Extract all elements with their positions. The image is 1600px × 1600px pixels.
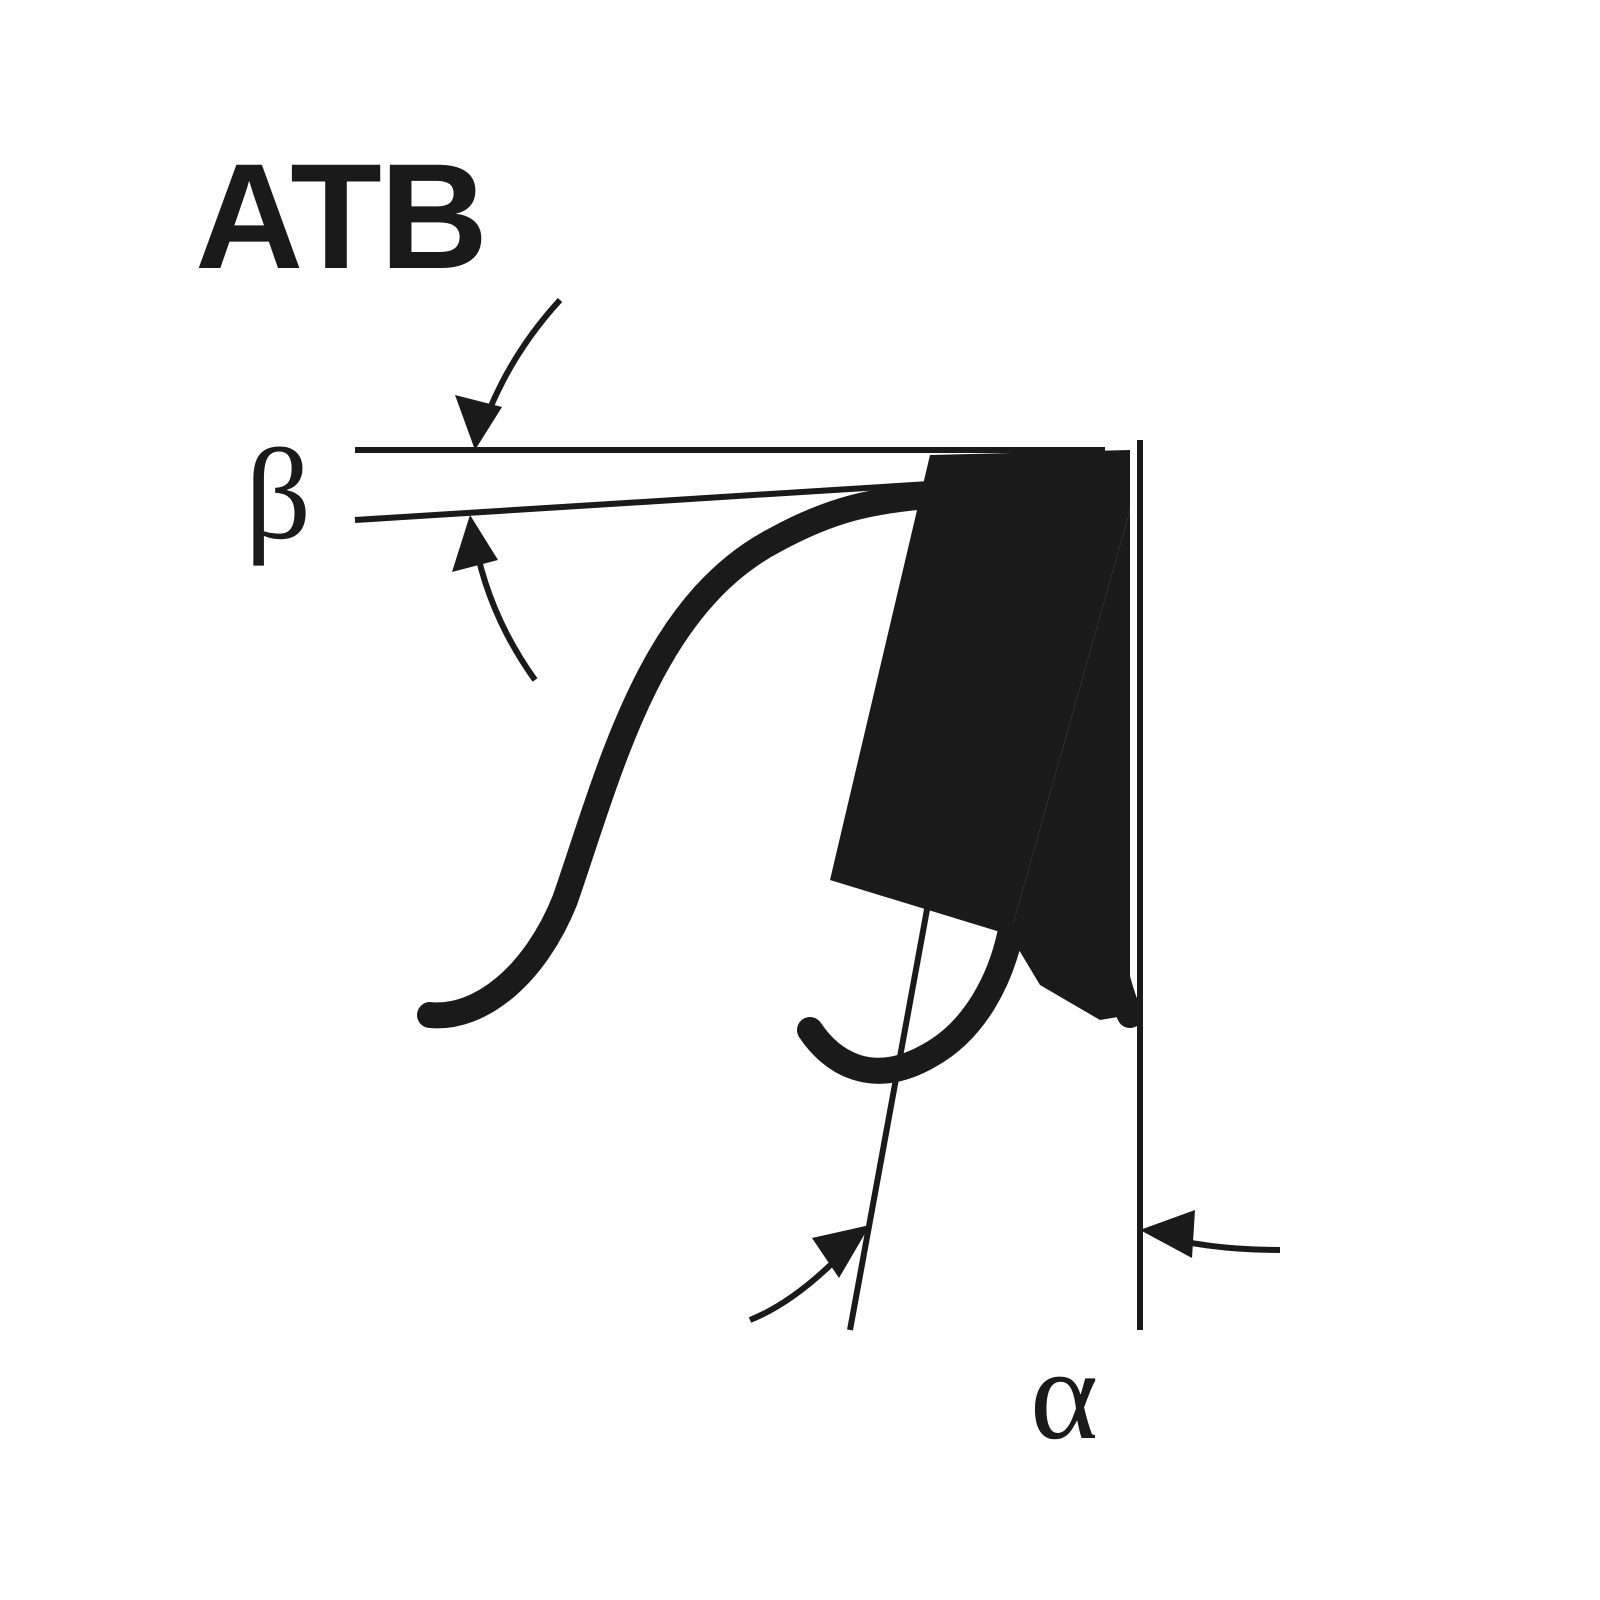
tooth-body: [430, 450, 1130, 1071]
diagram-canvas: ATB β α: [0, 0, 1600, 1600]
beta-arrows: [452, 300, 560, 680]
tooth-geometry-svg: [0, 0, 1600, 1600]
alpha-arrows: [750, 1210, 1280, 1320]
